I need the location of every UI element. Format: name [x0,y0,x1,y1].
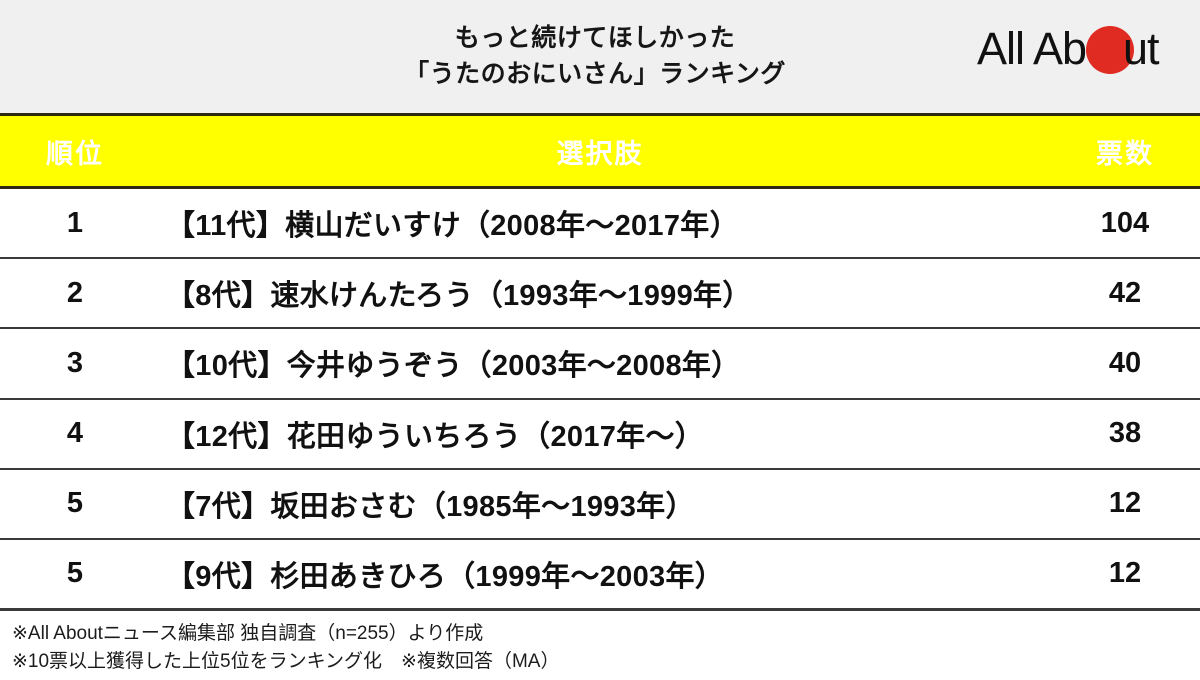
cell-rank: 2 [66,276,84,309]
column-header-rank: 順位 [46,138,104,169]
cell-votes: 42 [1108,276,1142,309]
cell-choice: 【8代】速水けんたろう（1993年〜1999年） [166,280,752,313]
column-header-votes: 票数 [1096,138,1154,169]
cell-choice: 【7代】坂田おさむ（1985年〜1993年） [166,490,695,523]
table-row: 1 【11代】横山だいすけ（2008年〜2017年） 104 [0,189,1200,260]
cell-votes: 38 [1108,417,1142,450]
cell-rank: 5 [66,557,84,590]
all-about-logo: All Ab ut [977,24,1182,76]
cell-choice: 【11代】横山だいすけ（2008年〜2017年） [166,210,739,243]
cell-votes: 104 [1100,206,1150,239]
logo-text-right: ut [1123,24,1160,74]
title-line-2: 「うたのおにいさん」ランキング [404,59,786,88]
logo-text-left: All Ab [977,24,1086,74]
cell-rank: 1 [66,206,84,239]
cell-rank: 5 [66,487,84,520]
header-band: もっと続けてほしかった 「うたのおにいさん」ランキング All Ab ut [0,0,1200,113]
cell-choice: 【9代】杉田あきひろ（1999年〜2003年） [166,560,725,593]
cell-choice: 【10代】今井ゆうぞう（2003年〜2008年） [166,350,741,383]
cell-rank: 4 [66,417,84,450]
table-row: 4 【12代】花田ゆういちろう（2017年〜） 38 [0,399,1200,470]
column-header-choice: 選択肢 [556,138,644,169]
footnote-method: ※10票以上獲得した上位5位をランキング化 ※複数回答（MA） [12,650,560,672]
page-title: もっと続けてほしかった 「うたのおにいさん」ランキング [404,21,786,92]
footnotes: ※All Aboutニュース編集部 独自調査（n=255）より作成 ※10票以上… [0,608,1200,680]
title-line-1: もっと続けてほしかった [454,24,736,52]
footnote-source: ※All Aboutニュース編集部 独自調査（n=255）より作成 [12,623,484,644]
cell-votes: 40 [1108,346,1142,379]
table-row: 2 【8代】速水けんたろう（1993年〜1999年） 42 [0,259,1200,330]
logo-red-dot [1086,26,1134,74]
table-row: 3 【10代】今井ゆうぞう（2003年〜2008年） 40 [0,329,1200,400]
cell-votes: 12 [1108,557,1142,590]
all-about-logo-icon: All Ab ut [977,24,1161,74]
cell-rank: 3 [66,346,84,379]
table-row: 5 【9代】杉田あきひろ（1999年〜2003年） 12 [0,539,1200,609]
table-body: 1 【11代】横山だいすけ（2008年〜2017年） 104 2 【8代】速水け… [0,189,1200,609]
cell-votes: 12 [1108,487,1142,520]
table-row: 5 【7代】坂田おさむ（1985年〜1993年） 12 [0,469,1200,540]
cell-choice: 【12代】花田ゆういちろう（2017年〜） [166,420,705,453]
table-header-row: 順位 選択肢 票数 [0,116,1200,189]
ranking-table: 順位 選択肢 票数 1 【11代】横山だいすけ（2008年〜2017年） 104… [0,113,1200,609]
